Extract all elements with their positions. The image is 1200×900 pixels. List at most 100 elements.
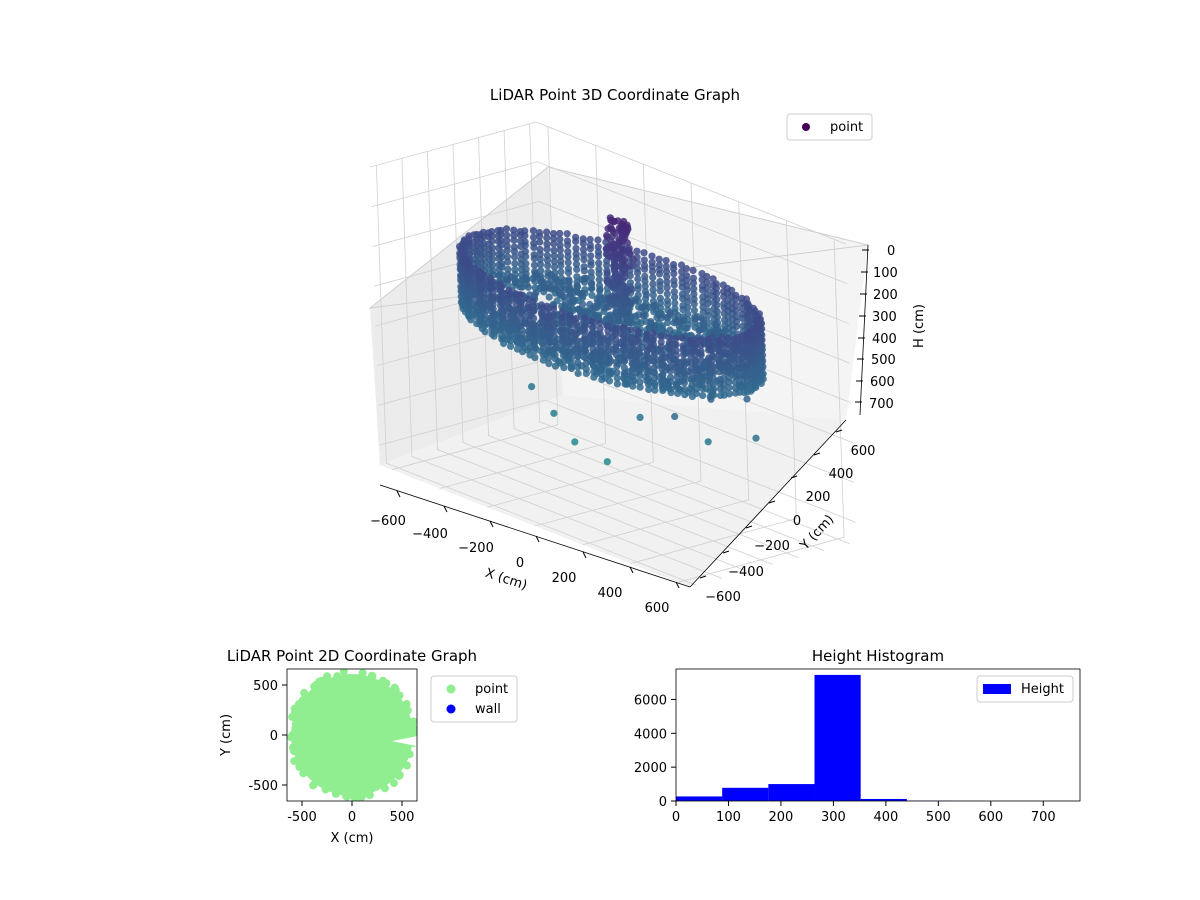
point3d [544, 262, 552, 270]
grid3d-line-z [379, 399, 856, 523]
point3d [704, 312, 712, 320]
y2d-tick-label: 0 [270, 729, 278, 744]
point3d [716, 380, 724, 388]
point2d [288, 712, 297, 721]
point3d [704, 300, 712, 308]
point3d [687, 348, 695, 356]
x3d-tick-label: 400 [598, 586, 623, 601]
point3d [690, 285, 698, 293]
point3d [498, 282, 506, 291]
point2d [402, 700, 411, 708]
point3d [605, 370, 613, 378]
point3d [619, 324, 627, 332]
point3d [543, 245, 551, 253]
grid3d-line-y [452, 144, 774, 565]
point3d [556, 246, 564, 254]
point3d [536, 261, 545, 269]
point3d [573, 341, 581, 349]
point2d [287, 733, 295, 742]
point3d [543, 228, 551, 236]
point3d [550, 252, 558, 260]
z3d-tick-label: 300 [872, 310, 897, 325]
point3d [644, 364, 652, 372]
point3d [480, 299, 488, 307]
point3d [636, 383, 644, 391]
grid3d-line-z [369, 121, 847, 245]
point3d [596, 335, 605, 343]
x2d-axis-label: X (cm) [331, 831, 374, 846]
point3d [531, 354, 539, 362]
point3d [556, 252, 565, 260]
point3d [612, 335, 620, 343]
point3d [578, 289, 586, 297]
point3d [530, 337, 539, 345]
point3d [636, 413, 644, 421]
point3d [559, 331, 567, 339]
point2d [408, 722, 417, 731]
point3d [605, 377, 614, 385]
point3d [528, 383, 536, 391]
point3d [620, 357, 628, 366]
point3d [481, 328, 489, 336]
point3d [596, 286, 604, 294]
point3d [559, 340, 567, 348]
point2d [333, 672, 342, 681]
y3d-tick-mark [835, 429, 843, 433]
point2d [395, 772, 403, 780]
y3d-tick-label: 200 [806, 490, 831, 505]
point3d [540, 284, 549, 292]
point3d [466, 305, 475, 313]
point3d [682, 265, 691, 273]
point3d [603, 269, 611, 277]
point3d [644, 370, 652, 378]
point3d [551, 355, 559, 363]
point3d [639, 312, 647, 320]
point3d [523, 275, 531, 283]
scatter2d-legend-marker-wall [446, 704, 456, 714]
point3d [563, 230, 571, 238]
point3d [564, 253, 572, 261]
point3d [588, 279, 596, 287]
point3d [731, 367, 739, 375]
point3d [567, 364, 576, 373]
point3d [645, 385, 653, 394]
point3d [588, 317, 596, 325]
z3d-tick-label: 0 [887, 244, 895, 259]
point3d [690, 306, 699, 314]
point3d [635, 362, 643, 370]
point3d [498, 288, 506, 296]
point3d [640, 256, 648, 264]
scatter3d-pane-floor [380, 395, 846, 587]
point3d [594, 252, 603, 260]
point3d [670, 288, 679, 296]
scatter2d-legend-marker-point [446, 684, 456, 694]
scatter2d-x-ticks: -500 0 500 [287, 801, 414, 825]
point3d [619, 335, 628, 344]
point3d [500, 339, 508, 348]
point3d [689, 266, 697, 274]
point3d [757, 363, 765, 371]
point3d [712, 284, 721, 292]
point2d [355, 794, 363, 801]
histogram-x-tick-label: 600 [978, 810, 1003, 825]
point3d [550, 327, 558, 335]
grid3d-line-x [630, 220, 797, 564]
point3d [680, 362, 688, 370]
point3d [505, 298, 513, 306]
point3d [503, 237, 511, 245]
point3d [643, 335, 651, 343]
point3d [715, 358, 724, 366]
point3d [611, 244, 619, 252]
point3d [730, 357, 739, 365]
point3d [555, 288, 563, 296]
scatter3d-legend: point [786, 113, 873, 141]
point3d [582, 369, 591, 377]
point3d [581, 327, 589, 335]
point3d [536, 255, 544, 263]
point3d [561, 277, 569, 285]
point3d [517, 237, 525, 245]
point3d [588, 310, 596, 318]
point3d [655, 255, 663, 263]
point3d [504, 265, 512, 273]
point3d [531, 347, 539, 355]
